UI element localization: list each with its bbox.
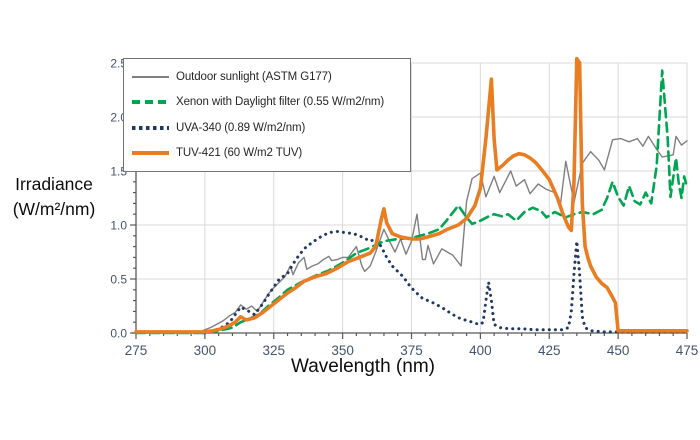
x-tick-label: 275 [125, 343, 148, 358]
legend: Outdoor sunlight (ASTM G177) Xenon with … [123, 58, 411, 172]
x-tick-label: 475 [676, 343, 699, 358]
y-tick-label: 0.5 [110, 273, 127, 287]
x-tick-label: 450 [607, 343, 630, 358]
legend-item-tuv421: TUV-421 (60 W/m2 TUV) [132, 147, 402, 159]
legend-label-uva340: UVA-340 (0.89 W/m2/nm) [176, 121, 306, 134]
x-tick-label: 400 [469, 343, 492, 358]
y-tick-label: 1.0 [110, 219, 127, 233]
series-line-outdoor [135, 135, 688, 334]
uva340-dotted-line-sample-icon [132, 125, 169, 130]
series-line-uva-340 [203, 230, 689, 335]
x-tick-label: 425 [538, 343, 561, 358]
legend-label-tuv421: TUV-421 (60 W/m2 TUV) [176, 147, 303, 160]
x-tick-label: 300 [194, 343, 217, 358]
legend-label-outdoor-sunlight: Outdoor sunlight (ASTM G177) [176, 70, 332, 83]
legend-item-xenon: Xenon with Daylight filter (0.55 W/m2/nm… [132, 96, 402, 108]
series-line-tuv-421 [134, 56, 689, 334]
y-axis-title-line1: Irradiance [15, 174, 93, 194]
y-axis-title: Irradiance (W/m²/nm) [2, 172, 106, 222]
x-tick-label: 350 [331, 343, 354, 358]
xenon-dashed-line-sample-icon [132, 100, 169, 105]
x-axis-title: Wavelength (nm) [291, 356, 435, 377]
outdoor-sunlight-line-sample-icon [132, 75, 169, 78]
series-line-xenon [134, 69, 689, 335]
legend-item-outdoor-sunlight: Outdoor sunlight (ASTM G177) [132, 71, 402, 83]
x-tick-label: 375 [400, 343, 423, 358]
tuv421-line-sample-icon [132, 151, 169, 156]
y-axis-title-line2: (W/m²/nm) [12, 199, 96, 219]
y-tick-label: 0.0 [110, 327, 127, 341]
legend-item-uva340: UVA-340 (0.89 W/m2/nm) [132, 122, 402, 134]
legend-label-xenon: Xenon with Daylight filter (0.55 W/m2/nm… [176, 96, 385, 109]
x-tick-label: 325 [262, 343, 285, 358]
